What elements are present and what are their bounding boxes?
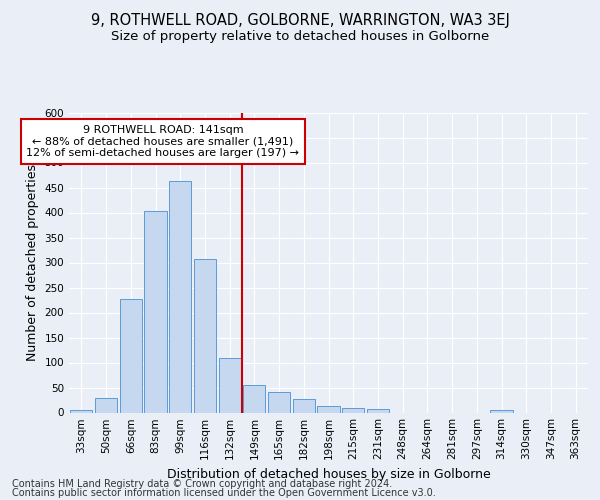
X-axis label: Distribution of detached houses by size in Golborne: Distribution of detached houses by size …: [167, 468, 490, 481]
Bar: [317, 406, 340, 412]
Bar: [95, 398, 117, 412]
Text: 9 ROTHWELL ROAD: 141sqm
← 88% of detached houses are smaller (1,491)
12% of semi: 9 ROTHWELL ROAD: 141sqm ← 88% of detache…: [26, 125, 299, 158]
Bar: [367, 409, 389, 412]
Bar: [293, 398, 315, 412]
Bar: [218, 358, 241, 412]
Bar: [194, 259, 216, 412]
Bar: [169, 181, 191, 412]
Text: Contains public sector information licensed under the Open Government Licence v3: Contains public sector information licen…: [12, 488, 436, 498]
Y-axis label: Number of detached properties: Number of detached properties: [26, 164, 39, 361]
Bar: [243, 385, 265, 412]
Bar: [119, 298, 142, 412]
Bar: [342, 408, 364, 412]
Bar: [70, 410, 92, 412]
Bar: [145, 211, 167, 412]
Bar: [268, 392, 290, 412]
Text: Contains HM Land Registry data © Crown copyright and database right 2024.: Contains HM Land Registry data © Crown c…: [12, 479, 392, 489]
Bar: [490, 410, 512, 412]
Text: Size of property relative to detached houses in Golborne: Size of property relative to detached ho…: [111, 30, 489, 43]
Text: 9, ROTHWELL ROAD, GOLBORNE, WARRINGTON, WA3 3EJ: 9, ROTHWELL ROAD, GOLBORNE, WARRINGTON, …: [91, 12, 509, 28]
